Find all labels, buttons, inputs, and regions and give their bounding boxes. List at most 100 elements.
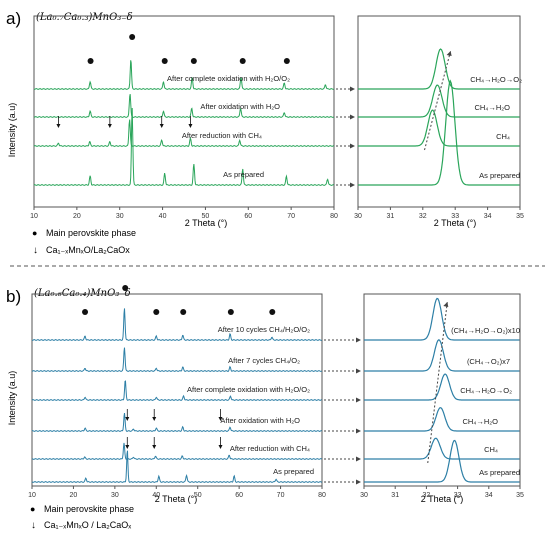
- zoom-x-tick-label: 31: [391, 492, 399, 499]
- legend-b-secondary-text: Ca₁₋ₓMnₓO / La₂CaOₓ: [44, 520, 131, 530]
- x-tick-label: 10: [30, 213, 38, 220]
- main-phase-dot: [129, 34, 136, 40]
- x-tick-label: 70: [287, 213, 295, 220]
- zoom-x-tick-label: 30: [360, 492, 368, 499]
- main-phase-dot: [283, 58, 290, 64]
- trace-label: After 7 cycles CH₄/O₂: [228, 356, 300, 365]
- connector-arrowhead: [350, 114, 355, 120]
- xrd-trace-line: [33, 93, 335, 118]
- zoom-trace-label: CH₄→H₂O→O₂: [460, 386, 512, 395]
- trend-arrow-line: [427, 301, 448, 464]
- zoom-trace-label: CH₄→H₂O: [474, 103, 510, 112]
- trend-arrowhead: [443, 302, 449, 307]
- xrd-trace-line: [31, 380, 322, 401]
- secondary-phase-arrowhead: [188, 124, 193, 128]
- main-plot-frame: [33, 15, 335, 208]
- connector-arrowhead: [356, 368, 361, 374]
- xrd-trace-line: [33, 60, 334, 90]
- connector-arrowhead: [356, 428, 361, 434]
- trace-label: After oxidation with H₂O: [220, 416, 300, 425]
- zoom-trace-label: (CH₄→O₂)x7: [467, 357, 510, 366]
- secondary-phase-arrowhead: [152, 445, 157, 449]
- x-tick-label: 20: [70, 492, 78, 499]
- legend-a-secondary-text: Ca₁₋ₓMnₓO/La₂CaOx: [46, 245, 130, 255]
- secondary-phase-arrowhead: [125, 417, 130, 421]
- zoom-x-tick-label: 35: [516, 213, 524, 220]
- main-phase-dot: [87, 58, 94, 64]
- x-tick-label: 40: [159, 213, 167, 220]
- zoom-trace-line: [364, 439, 520, 483]
- x-tick-label: 80: [318, 492, 326, 499]
- zoom-trace-line: [358, 79, 520, 186]
- zoom-x-tick-label: 33: [451, 213, 459, 220]
- zoom-plot-frame: [357, 15, 521, 208]
- legend-a-secondary-symbol: ↓: [33, 245, 38, 256]
- xrd-trace-line: [31, 442, 323, 460]
- secondary-phase-arrowhead: [218, 445, 223, 449]
- trace-label: As prepared: [223, 170, 264, 179]
- x-tick-label: 40: [152, 492, 160, 499]
- zoom-trace-label: As prepared: [479, 171, 520, 180]
- xrd-trace-line: [31, 347, 323, 372]
- panel-b-xlabel: 2 Theta (°): [155, 494, 197, 504]
- zoom-trace-line: [364, 437, 520, 460]
- legend-b-main-text: Main perovskite phase: [44, 504, 134, 514]
- panel-a-zoom-xlabel: 2 Theta (°): [434, 218, 476, 228]
- trend-arrow-line: [424, 50, 452, 151]
- secondary-phase-arrowhead: [125, 445, 130, 449]
- panel-a-xlabel: 2 Theta (°): [185, 218, 227, 228]
- zoom-trace-line: [364, 373, 520, 401]
- trace-label: After 10 cycles CH₄/H₂O/O₂: [218, 325, 310, 334]
- x-tick-label: 60: [244, 213, 252, 220]
- panel-a-formula: (La₀.₇Ca₀.₃)MnO₃₋δ: [36, 12, 133, 23]
- zoom-x-tick-label: 30: [354, 213, 362, 220]
- secondary-phase-arrowhead: [56, 124, 61, 128]
- zoom-trace-label: CH₄: [496, 132, 510, 141]
- zoom-x-tick-label: 32: [419, 213, 427, 220]
- trace-label: After reduction with CH₄: [182, 131, 262, 140]
- x-tick-label: 50: [194, 492, 202, 499]
- legend-b-secondary-symbol: ↓: [31, 520, 36, 531]
- connector-arrowhead: [356, 456, 361, 462]
- main-phase-dot: [239, 58, 246, 64]
- connector-arrowhead: [350, 86, 355, 92]
- zoom-x-tick-label: 34: [484, 213, 492, 220]
- zoom-trace-line: [364, 297, 520, 341]
- connector-arrowhead: [356, 337, 361, 343]
- connector-arrowhead: [356, 479, 361, 485]
- main-phase-dot: [180, 309, 187, 315]
- connector-arrowhead: [356, 397, 361, 403]
- zoom-trace-label: As prepared: [479, 468, 520, 477]
- x-tick-label: 80: [330, 213, 338, 220]
- xrd-trace-line: [31, 413, 322, 432]
- main-phase-dot: [161, 58, 168, 64]
- zoom-x-tick-label: 34: [485, 492, 493, 499]
- zoom-trace-line: [364, 339, 520, 372]
- zoom-trace-line: [358, 84, 520, 118]
- x-tick-label: 30: [111, 492, 119, 499]
- zoom-trace-line: [364, 407, 520, 432]
- zoom-x-tick-label: 31: [387, 213, 395, 220]
- zoom-trace-line: [358, 109, 520, 147]
- panel-b-letter: b): [6, 287, 21, 306]
- zoom-trace-label: CH₄→H₂O: [462, 417, 498, 426]
- x-tick-label: 10: [28, 492, 36, 499]
- secondary-phase-arrowhead: [159, 124, 164, 128]
- x-tick-label: 60: [235, 492, 243, 499]
- secondary-phase-arrowhead: [107, 124, 112, 128]
- xrd-trace-line: [31, 450, 323, 483]
- xrd-trace-line: [33, 107, 334, 186]
- main-phase-dot: [227, 309, 234, 315]
- main-phase-dot: [153, 309, 160, 315]
- trace-label: After reduction with CH₄: [230, 444, 310, 453]
- main-phase-dot: [190, 58, 197, 64]
- trace-label: After complete oxidation with H₂O/O₂: [187, 385, 310, 394]
- legend-a-main-symbol: ●: [32, 228, 37, 238]
- zoom-x-tick-label: 33: [454, 492, 462, 499]
- x-tick-label: 50: [202, 213, 210, 220]
- trend-arrowhead: [446, 51, 452, 56]
- main-phase-dot: [269, 309, 276, 315]
- x-tick-label: 30: [116, 213, 124, 220]
- plot-layer: 10 20 30 40 50 60 70 80 30 31 32 33 34 35 After comple…: [28, 15, 524, 499]
